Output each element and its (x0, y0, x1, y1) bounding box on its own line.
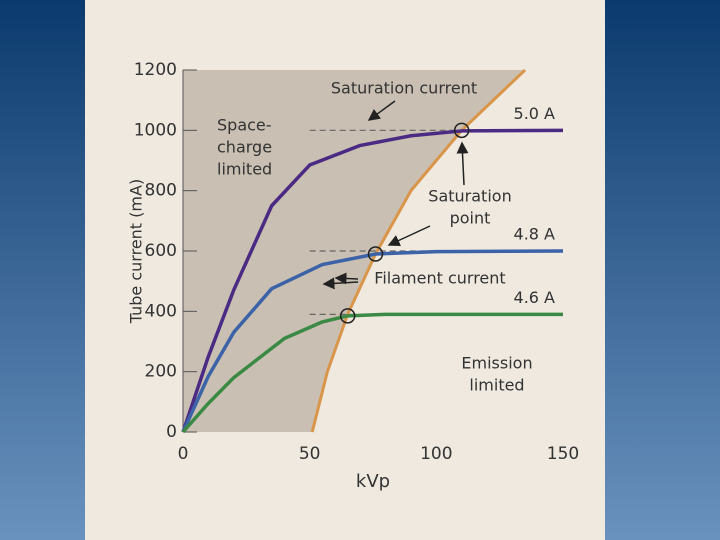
y-tick-label: 0 (166, 422, 177, 442)
y-tick-label: 1000 (134, 120, 177, 140)
circled-point (367, 246, 384, 262)
arrow (456, 141, 469, 186)
x-tick-label: 150 (547, 444, 579, 464)
x-axis-label: kVp (356, 471, 390, 492)
series-label: 5.0 A (514, 104, 556, 123)
x-tick-label: 100 (420, 444, 452, 464)
annotation: limited (469, 376, 524, 395)
series-line (181, 312, 563, 434)
annotation: Space- (217, 116, 272, 135)
y-tick-label: 800 (145, 181, 177, 201)
annotation: Saturation current (331, 79, 477, 98)
y-tick-label: 400 (145, 301, 177, 321)
arrow (367, 100, 396, 121)
annotation: charge (217, 138, 272, 157)
annotation: Saturation (428, 187, 511, 206)
series-label: 4.8 A (514, 225, 556, 244)
plot: 0 200 400 600 800 1000 1200 0 50 100 150 5.0 A 4.8 A… (134, 60, 579, 464)
circled-point (339, 308, 356, 324)
arrow (334, 272, 359, 285)
arrow (387, 225, 431, 247)
annotation: point (450, 209, 491, 228)
annotation: Emission (461, 354, 532, 373)
y-tick-label: 200 (145, 362, 177, 382)
circled-point (453, 122, 470, 139)
arrow (322, 277, 359, 290)
x-tick-label: 50 (299, 444, 321, 464)
series-line (181, 249, 564, 433)
y-tick-label: 1200 (134, 60, 177, 80)
series-line (181, 128, 564, 433)
y-tick-label: 600 (145, 241, 177, 261)
annotation: Filament current (374, 269, 505, 288)
x-tick-label: 0 (178, 444, 189, 464)
series-label: 4.6 A (514, 288, 556, 307)
y-axis-label: Tube current (mA) (127, 179, 146, 324)
annotation: limited (217, 160, 272, 179)
